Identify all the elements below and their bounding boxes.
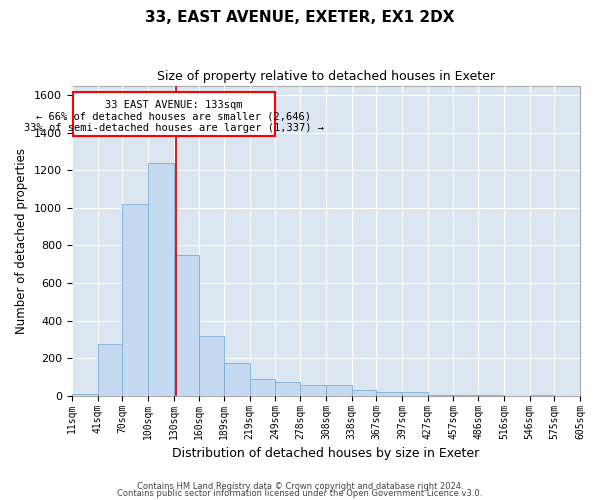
Bar <box>199 336 224 396</box>
Text: Contains HM Land Registry data © Crown copyright and database right 2024.: Contains HM Land Registry data © Crown c… <box>137 482 463 491</box>
Bar <box>580 395 600 396</box>
Bar <box>300 386 326 396</box>
Bar <box>376 392 402 396</box>
Bar <box>173 255 199 396</box>
Bar <box>72 394 98 396</box>
Bar <box>224 363 250 396</box>
Bar <box>454 395 478 396</box>
Bar <box>148 162 173 396</box>
Bar <box>122 204 148 396</box>
Text: 33 EAST AVENUE: 133sqm: 33 EAST AVENUE: 133sqm <box>105 100 242 110</box>
Text: 33, EAST AVENUE, EXETER, EX1 2DX: 33, EAST AVENUE, EXETER, EX1 2DX <box>145 10 455 25</box>
Bar <box>428 395 454 396</box>
Bar <box>250 379 275 396</box>
Title: Size of property relative to detached houses in Exeter: Size of property relative to detached ho… <box>157 70 495 83</box>
Bar <box>73 92 275 136</box>
Text: ← 66% of detached houses are smaller (2,646): ← 66% of detached houses are smaller (2,… <box>36 112 311 122</box>
X-axis label: Distribution of detached houses by size in Exeter: Distribution of detached houses by size … <box>172 447 479 460</box>
Bar <box>275 382 300 396</box>
Bar <box>478 395 504 396</box>
Bar <box>98 344 122 396</box>
Bar <box>352 390 376 396</box>
Bar <box>402 392 428 396</box>
Bar <box>530 395 554 396</box>
Y-axis label: Number of detached properties: Number of detached properties <box>16 148 28 334</box>
Text: 33% of semi-detached houses are larger (1,337) →: 33% of semi-detached houses are larger (… <box>23 124 323 134</box>
Text: Contains public sector information licensed under the Open Government Licence v3: Contains public sector information licen… <box>118 490 482 498</box>
Bar <box>326 386 352 396</box>
